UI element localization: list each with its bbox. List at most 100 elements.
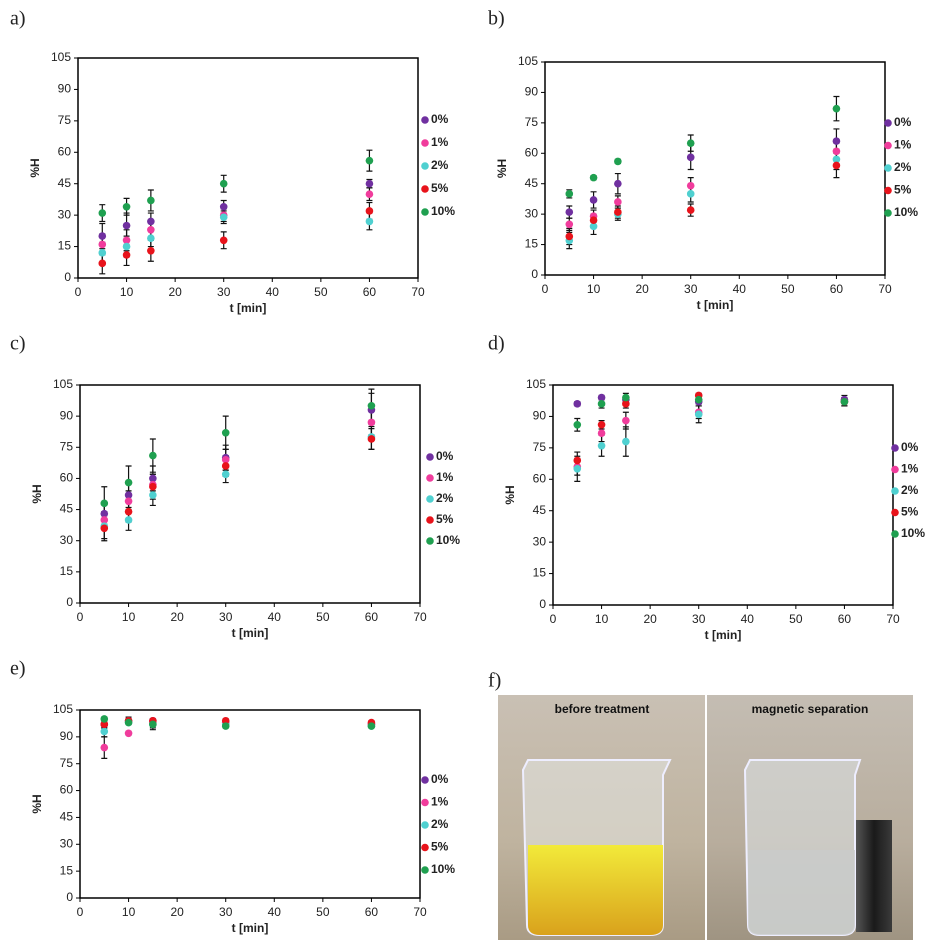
data-point (686, 153, 695, 162)
y-tick-label: 15 (525, 237, 539, 251)
x-axis-title: t [min] (232, 921, 269, 935)
legend-label: 5% (901, 505, 919, 519)
legend-label: 2% (431, 158, 449, 172)
x-tick-label: 50 (781, 282, 795, 296)
data-point (614, 208, 622, 216)
legend-marker (421, 798, 429, 807)
legend-label: 0% (901, 440, 919, 454)
x-tick-label: 40 (268, 610, 282, 624)
legend-label: 1% (431, 795, 449, 809)
data-point (597, 421, 606, 429)
x-tick-label: 30 (219, 610, 233, 624)
data-point (221, 455, 230, 464)
y-tick-label: 75 (60, 439, 74, 453)
legend-label: 1% (436, 470, 454, 484)
y-tick-label: 30 (58, 207, 72, 221)
legend-marker (891, 508, 899, 517)
x-tick-label: 0 (77, 610, 84, 624)
data-point (100, 516, 109, 524)
plot-frame (77, 57, 419, 279)
data-point (147, 196, 155, 205)
data-point (589, 216, 598, 225)
y-tick-label: 90 (60, 408, 74, 422)
x-tick-label: 70 (411, 285, 425, 299)
data-point (589, 196, 598, 204)
y-tick-label: 75 (533, 440, 547, 454)
x-tick-label: 20 (168, 285, 182, 299)
legend-marker (426, 474, 434, 482)
x-tick-label: 10 (587, 282, 601, 296)
legend-marker (884, 186, 892, 195)
data-point (147, 217, 155, 226)
x-tick-label: 20 (643, 612, 657, 626)
data-point (686, 139, 695, 147)
y-tick-label: 15 (60, 863, 74, 877)
data-point (622, 437, 630, 446)
legend-label: 2% (431, 817, 449, 831)
data-point (597, 429, 606, 437)
y-tick-label: 105 (518, 54, 538, 68)
data-point (124, 718, 133, 727)
y-tick-label: 30 (525, 206, 539, 220)
y-axis-title: %H (28, 158, 42, 177)
y-tick-label: 75 (525, 115, 539, 129)
data-point (124, 516, 133, 524)
x-tick-label: 40 (266, 285, 280, 299)
data-point (100, 499, 109, 508)
x-axis-title: t [min] (697, 298, 734, 312)
x-tick-label: 10 (122, 905, 136, 919)
y-tick-label: 105 (53, 702, 73, 716)
x-tick-label: 50 (314, 285, 328, 299)
y-tick-label: 75 (60, 756, 74, 770)
y-axis-title: %H (495, 159, 509, 178)
y-axis-title: %H (30, 794, 44, 813)
chart: e) 0 15 30 45 60 75 90 105 0 10 20 30 40 50 60 70 t [min]… (10, 658, 455, 936)
data-point (565, 208, 574, 216)
x-tick-label: 20 (170, 610, 184, 624)
x-axis-title: t [min] (230, 301, 267, 315)
x-axis-title: t [min] (705, 628, 742, 642)
x-tick-label: 10 (122, 610, 136, 624)
legend-label: 5% (894, 183, 912, 197)
x-tick-label: 20 (170, 905, 184, 919)
legend-marker (884, 141, 892, 150)
data-point (219, 213, 228, 222)
y-tick-label: 0 (531, 267, 538, 281)
plot-frame (79, 709, 421, 899)
x-tick-label: 70 (413, 905, 427, 919)
data-point (122, 221, 131, 230)
data-point (149, 474, 157, 483)
legend-marker (421, 866, 429, 874)
x-tick-label: 60 (838, 612, 852, 626)
y-tick-label: 60 (60, 783, 74, 797)
x-tick-label: 0 (77, 905, 84, 919)
data-point (147, 246, 155, 255)
data-point (686, 206, 695, 214)
x-tick-label: 60 (830, 282, 844, 296)
data-point (149, 720, 157, 729)
x-tick-label: 30 (217, 285, 231, 299)
legend-marker (426, 453, 434, 461)
legend-label: 5% (436, 512, 454, 526)
panel-label: c) (10, 333, 26, 355)
data-point (98, 259, 107, 268)
data-point (832, 155, 841, 164)
y-tick-label: 60 (533, 471, 547, 485)
data-point (614, 157, 622, 166)
chart: c) 0 15 30 45 60 75 90 105 0 10 20 30 40 50 60 70 t [min]… (10, 333, 460, 641)
data-point (124, 491, 133, 499)
data-point (365, 217, 374, 226)
x-tick-label: 40 (733, 282, 747, 296)
chart: b) 0 15 30 45 60 75 90 105 0 10 20 30 40 50 60 70 t [min]… (488, 8, 918, 313)
data-point (573, 456, 582, 465)
data-point (221, 716, 230, 725)
y-tick-label: 0 (66, 890, 73, 904)
data-point (686, 181, 695, 190)
data-point (100, 743, 109, 752)
plot-frame (544, 61, 886, 276)
legend-label: 2% (894, 160, 912, 174)
legend-label: 5% (431, 840, 449, 854)
y-tick-label: 90 (533, 409, 547, 423)
data-point (686, 190, 695, 198)
data-point (98, 240, 107, 249)
